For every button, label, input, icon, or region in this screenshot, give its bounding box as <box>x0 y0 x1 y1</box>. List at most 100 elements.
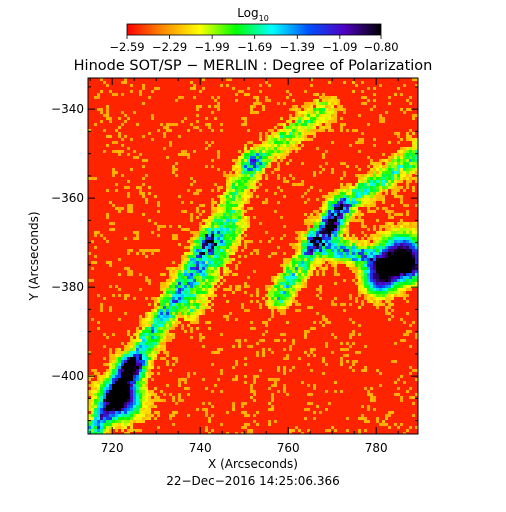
heatmap-cell <box>268 162 271 165</box>
heatmap-cell <box>400 201 403 204</box>
heatmap-cell <box>373 180 376 183</box>
heatmap-cell <box>319 237 322 240</box>
heatmap-cell <box>385 180 388 183</box>
heatmap-cell <box>226 267 229 270</box>
heatmap-cell <box>190 312 193 315</box>
heatmap-cell <box>226 246 229 249</box>
y-tick-label: −380 <box>51 280 84 294</box>
heatmap-cell <box>367 393 370 396</box>
heatmap-cell <box>304 132 307 135</box>
heatmap-cell <box>406 174 409 177</box>
heatmap-cell <box>388 243 391 246</box>
heatmap-cell <box>283 291 286 294</box>
heatmap-cell <box>226 219 229 222</box>
heatmap-cell <box>289 369 292 372</box>
heatmap-cell <box>379 114 382 117</box>
heatmap-cell <box>136 399 139 402</box>
heatmap-cell <box>175 237 178 240</box>
heatmap-cell <box>208 105 211 108</box>
heatmap-cell <box>244 414 247 417</box>
heatmap-cell <box>226 183 229 186</box>
heatmap-cell <box>319 249 322 252</box>
heatmap-cell <box>385 282 388 285</box>
heatmap-cell <box>355 84 358 87</box>
heatmap-cell <box>217 243 220 246</box>
heatmap-cell <box>394 267 397 270</box>
heatmap-cell <box>343 195 346 198</box>
heatmap-cell <box>361 264 364 267</box>
heatmap-cell <box>241 210 244 213</box>
heatmap-cell <box>274 210 277 213</box>
heatmap-cell <box>250 150 253 153</box>
heatmap-cell <box>181 264 184 267</box>
heatmap-cell <box>298 117 301 120</box>
heatmap-cell <box>145 354 148 357</box>
heatmap-cell <box>379 258 382 261</box>
heatmap-cell <box>289 138 292 141</box>
heatmap-cell <box>265 96 268 99</box>
heatmap-cell <box>283 285 286 288</box>
heatmap-cell <box>232 252 235 255</box>
heatmap-cell <box>169 300 172 303</box>
heatmap-cell <box>328 321 331 324</box>
heatmap-cell <box>259 162 262 165</box>
heatmap-cell <box>139 186 142 189</box>
heatmap-cell <box>187 255 190 258</box>
heatmap-cell <box>316 252 319 255</box>
heatmap-cell <box>379 84 382 87</box>
heatmap-cell <box>235 210 238 213</box>
heatmap-cell <box>346 348 349 351</box>
heatmap-cell <box>367 273 370 276</box>
heatmap-cell <box>133 405 136 408</box>
heatmap-cell <box>346 258 349 261</box>
heatmap-cell <box>382 159 385 162</box>
heatmap-cell <box>172 288 175 291</box>
heatmap-cell <box>187 153 190 156</box>
heatmap-cell <box>172 333 175 336</box>
heatmap-cell <box>109 228 112 231</box>
heatmap-cell <box>145 342 148 345</box>
heatmap-cell <box>406 249 409 252</box>
heatmap-cell <box>289 123 292 126</box>
heatmap-cell <box>142 87 145 90</box>
heatmap-cell <box>103 423 106 426</box>
heatmap-cell <box>295 183 298 186</box>
heatmap-cell <box>271 384 274 387</box>
heatmap-cell <box>313 231 316 234</box>
heatmap-cell <box>295 282 298 285</box>
heatmap-cell <box>397 252 400 255</box>
heatmap-cell <box>292 138 295 141</box>
heatmap-cell <box>121 363 124 366</box>
heatmap-cell <box>202 264 205 267</box>
heatmap-cell <box>247 207 250 210</box>
heatmap-cell <box>163 273 166 276</box>
heatmap-cell <box>352 81 355 84</box>
heatmap-cell <box>154 351 157 354</box>
heatmap-cell <box>379 264 382 267</box>
heatmap-cell <box>157 249 160 252</box>
heatmap-cell <box>361 414 364 417</box>
heatmap-cell <box>97 384 100 387</box>
heatmap-cell <box>157 351 160 354</box>
heatmap-cell <box>250 387 253 390</box>
heatmap-cell <box>259 144 262 147</box>
heatmap-cell <box>400 288 403 291</box>
heatmap-cell <box>166 291 169 294</box>
heatmap-cell <box>328 237 331 240</box>
heatmap-cell <box>352 279 355 282</box>
heatmap-cell <box>133 375 136 378</box>
heatmap-cell <box>172 306 175 309</box>
heatmap-cell <box>283 123 286 126</box>
heatmap-cell <box>382 423 385 426</box>
heatmap-cell <box>121 93 124 96</box>
heatmap-cell <box>226 228 229 231</box>
heatmap-cell <box>283 180 286 183</box>
heatmap-cell <box>373 288 376 291</box>
heatmap-cell <box>415 84 418 87</box>
heatmap-cell <box>343 228 346 231</box>
heatmap-cell <box>130 387 133 390</box>
heatmap-cell <box>151 312 154 315</box>
heatmap-cell <box>139 90 142 93</box>
heatmap-cell <box>322 357 325 360</box>
heatmap-cell <box>325 234 328 237</box>
